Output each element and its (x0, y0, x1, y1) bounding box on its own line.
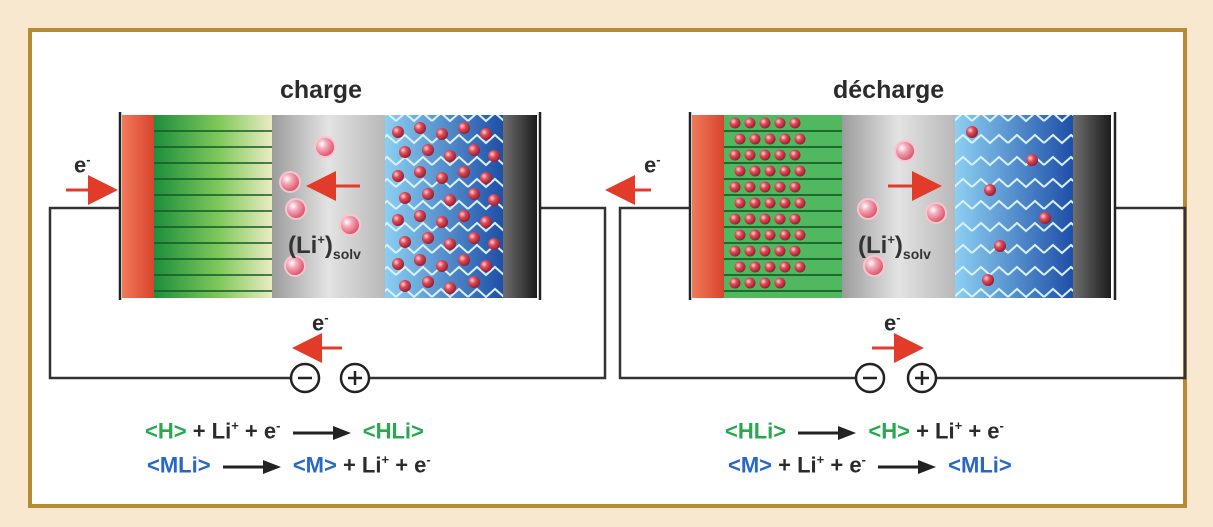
sparse-ions-cathode (966, 126, 1051, 286)
charge-equation-1: <H> + Li+ + e- <HLi> (145, 418, 424, 444)
decharge-equation-1: <HLi> <H> + Li+ + e- (725, 418, 1004, 444)
electron-label-circuit-right: e- (884, 310, 901, 336)
reaction-arrow-icon (292, 425, 351, 440)
electron-label-right: e- (644, 152, 661, 178)
solvated-lithium-label-right: (Li+)solv (858, 232, 931, 262)
charge-equation-2: <MLi> <M> + Li+ + e- (147, 452, 431, 478)
decharge-cell (605, 112, 1187, 394)
reaction-arrow-icon (222, 459, 281, 474)
solvated-ions (279, 136, 361, 277)
solvated-ions-right (857, 140, 947, 277)
reaction-arrow-icon (798, 425, 857, 440)
solvated-lithium-label: (Li+)solv (288, 232, 361, 262)
intercalated-ions-anode (729, 117, 806, 289)
intercalated-ions (392, 122, 500, 294)
charge-cell (48, 112, 607, 394)
electron-label-circuit: e- (312, 310, 329, 336)
decharge-equation-2: <M> + Li+ + e- <MLi> (728, 452, 1012, 478)
charge-title: charge (280, 76, 362, 104)
electron-label-left: e- (74, 152, 91, 178)
decharge-title: décharge (833, 76, 945, 104)
reaction-arrow-icon (878, 459, 937, 474)
